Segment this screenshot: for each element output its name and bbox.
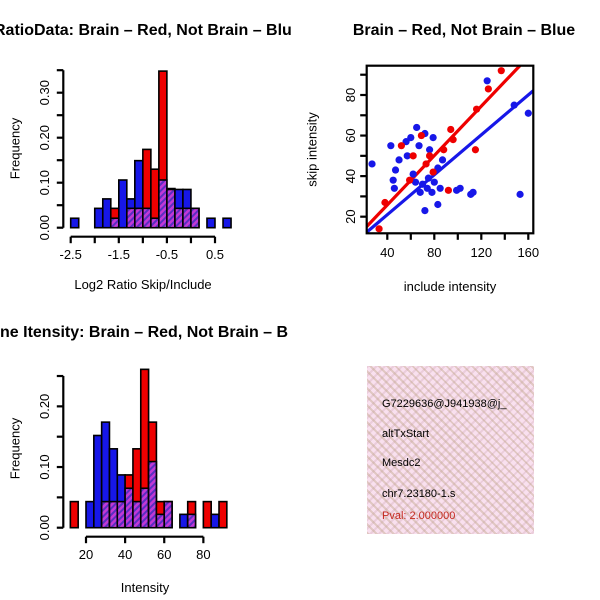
- ratio-histogram-bars: [69, 70, 232, 229]
- svg-text:0.00: 0.00: [37, 215, 52, 240]
- gene-intensity-histogram-plot: 0.00 0.10 0.20 20 40 60 80: [37, 368, 228, 562]
- gene-intensity-histogram-xlabel: Intensity: [120, 580, 170, 595]
- svg-text:0.20: 0.20: [37, 125, 52, 150]
- svg-text:120: 120: [470, 245, 492, 260]
- info-probe-id: G7229636@J941938@j_: [382, 398, 507, 410]
- info-locus: chr7.23180-1.s: [382, 488, 456, 500]
- svg-text:60: 60: [157, 547, 171, 562]
- intensity-scatter-axes: 40 80 120 160 20 40 60 80: [343, 73, 539, 260]
- svg-text:160: 160: [517, 245, 539, 260]
- ratio-histogram-plot: 0.00 0.10 0.20 0.30 -2.5 -1.5 -0.5 0.5: [37, 69, 232, 262]
- ratio-histogram-title: RatioData: Brain – Red, Not Brain – Blu: [0, 22, 292, 39]
- info-pval: Pval: 2.000000: [382, 510, 456, 522]
- svg-text:20: 20: [79, 547, 93, 562]
- svg-text:80: 80: [196, 547, 210, 562]
- svg-text:40: 40: [118, 547, 132, 562]
- svg-text:0.10: 0.10: [37, 454, 52, 479]
- info-event-type: altTxStart: [382, 428, 430, 440]
- svg-text:40: 40: [343, 169, 358, 183]
- svg-text:80: 80: [343, 88, 358, 102]
- scatter-title: Brain – Red, Not Brain – Blue: [352, 22, 576, 39]
- svg-text:-2.5: -2.5: [59, 247, 81, 262]
- svg-text:0.00: 0.00: [37, 515, 52, 540]
- gene-intensity-histogram-axes: 0.00 0.10 0.20 20 40 60 80: [37, 374, 211, 562]
- scatter-plot: 40 80 120 160 20 40 60 80: [343, 64, 539, 260]
- plot-frame: [365, 64, 535, 235]
- svg-text:80: 80: [427, 245, 441, 260]
- ratio-histogram-xlabel: Log2 Ratio Skip/Include: [74, 277, 212, 292]
- scatter-xlabel: include intensity: [403, 279, 497, 294]
- gene-intensity-histogram-title: ne Itensity: Brain – Red, Not Brain – B: [0, 324, 289, 341]
- svg-text:0.10: 0.10: [37, 170, 52, 195]
- svg-text:20: 20: [343, 209, 358, 223]
- event-info-box: G7229636@J941938@j_ altTxStart Mesdc2 ch…: [367, 366, 534, 534]
- ratio-histogram-axes: 0.00 0.10 0.20 0.30 -2.5 -1.5 -0.5 0.5: [37, 69, 224, 262]
- gene-intensity-histogram-bars: [69, 368, 228, 529]
- intensity-scatter-fit-lines: [366, 65, 534, 234]
- svg-text:0.5: 0.5: [206, 247, 224, 262]
- svg-text:40: 40: [380, 245, 394, 260]
- svg-text:0.20: 0.20: [37, 394, 52, 419]
- svg-text:60: 60: [343, 128, 358, 142]
- svg-text:-1.5: -1.5: [108, 247, 130, 262]
- svg-text:0.30: 0.30: [37, 80, 52, 105]
- intensity-scatter-points: [368, 67, 532, 233]
- info-gene-name: Mesdc2: [382, 457, 421, 469]
- svg-text:-0.5: -0.5: [156, 247, 178, 262]
